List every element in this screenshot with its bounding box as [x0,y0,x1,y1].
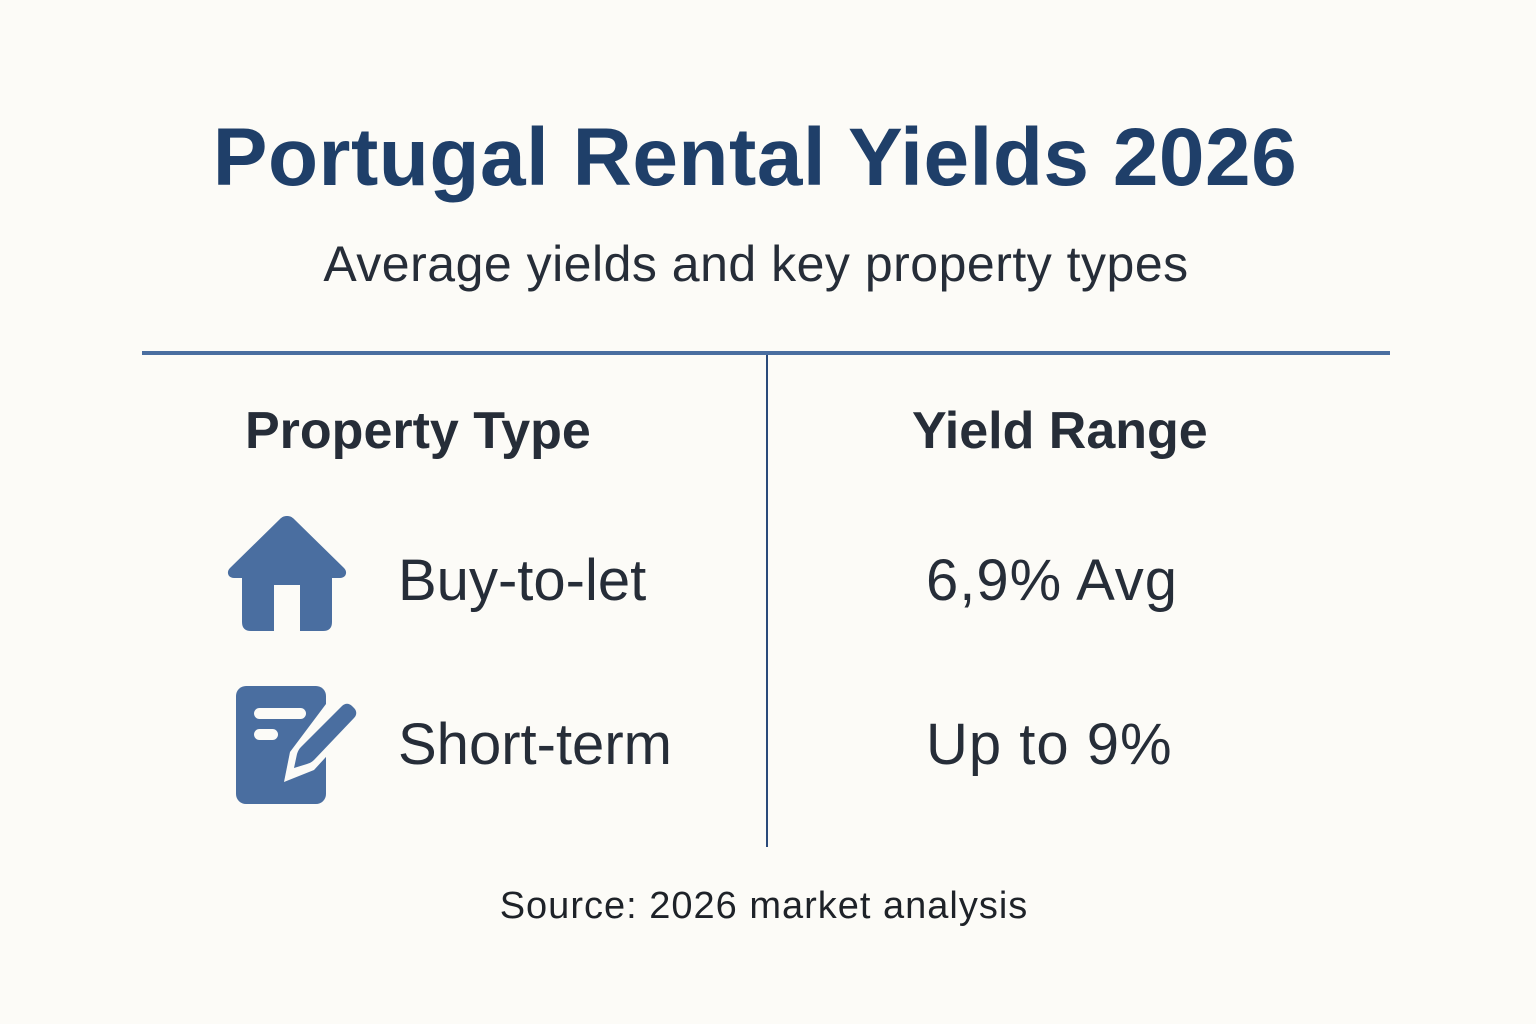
table-row: Short-term Up to 9% [0,680,1536,810]
column-header-yield-range: Yield Range [912,402,1208,460]
source-note: Source: 2026 market analysis [499,885,1029,927]
page-subtitle: Average yields and key property types [323,236,1189,292]
yield-range-value: 6,9% Avg [926,548,1179,613]
house-icon [224,512,350,634]
yield-range-value: Up to 9% [926,712,1173,777]
document-edit-icon [234,684,362,808]
header-divider [142,351,1390,355]
property-type-label: Buy-to-let [398,548,647,613]
column-divider [766,355,768,847]
column-header-property-type: Property Type [245,402,591,460]
table-row: Buy-to-let 6,9% Avg [0,510,1536,640]
property-type-label: Short-term [398,712,672,777]
page-title: Portugal Rental Yields 2026 [212,112,1298,203]
